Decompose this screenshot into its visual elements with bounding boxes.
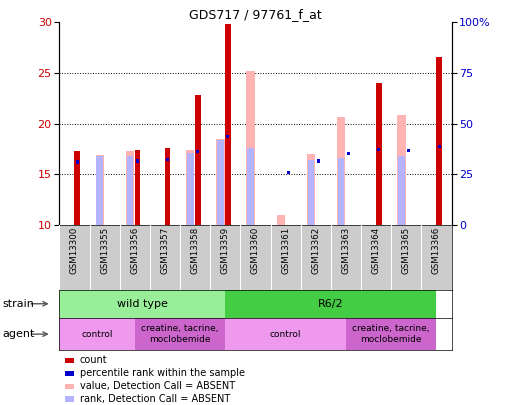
Bar [376,83,381,225]
Text: GSM13363: GSM13363 [342,227,350,274]
Text: agent: agent [3,329,35,339]
Bar [398,156,405,225]
Bar [397,115,406,225]
Bar [437,57,442,225]
Bar [408,149,410,152]
Bar [166,158,169,162]
Bar [216,139,224,225]
Bar [76,160,78,164]
Text: wild type: wild type [117,299,168,309]
Bar [96,156,103,225]
Text: GSM13359: GSM13359 [221,227,230,274]
Text: strain: strain [3,299,35,309]
Bar [307,154,315,225]
Text: GSM13356: GSM13356 [130,227,139,274]
Text: GSM13357: GSM13357 [160,227,169,274]
Bar [196,150,199,153]
Title: GDS717 / 97761_f_at: GDS717 / 97761_f_at [189,8,322,21]
Bar [225,290,437,318]
Bar [246,71,255,225]
Bar [346,318,437,350]
Text: count: count [80,356,108,365]
Bar [217,140,224,225]
Bar [136,160,139,162]
Text: GSM13365: GSM13365 [402,227,411,274]
Text: GSM13360: GSM13360 [251,227,260,274]
Bar [95,155,104,225]
Bar [337,117,345,225]
Bar [225,24,231,225]
Bar [186,150,195,225]
Bar [317,160,320,162]
Bar [195,95,201,225]
Text: rank, Detection Call = ABSENT: rank, Detection Call = ABSENT [80,394,230,404]
Bar [135,150,140,225]
Bar [308,160,314,225]
Bar [227,135,230,138]
Bar [59,318,135,350]
Bar [338,158,344,225]
Bar [225,318,346,350]
Text: control: control [82,330,113,339]
Text: GSM13358: GSM13358 [190,227,200,274]
Text: creatine, tacrine,
moclobemide: creatine, tacrine, moclobemide [352,324,430,344]
Text: creatine, tacrine,
moclobemide: creatine, tacrine, moclobemide [141,324,219,344]
Bar [126,151,134,225]
Bar [438,145,441,148]
Text: GSM13355: GSM13355 [100,227,109,274]
Text: R6/2: R6/2 [318,299,344,309]
Text: control: control [270,330,301,339]
Text: GSM13300: GSM13300 [70,227,79,274]
Bar [59,290,225,318]
Bar [287,171,290,174]
Text: GSM13366: GSM13366 [432,227,441,274]
Text: percentile rank within the sample: percentile rank within the sample [80,369,245,378]
Text: GSM13362: GSM13362 [311,227,320,274]
Text: GSM13361: GSM13361 [281,227,290,274]
Bar [135,318,225,350]
Bar [247,148,254,225]
Bar [347,152,350,156]
Text: value, Detection Call = ABSENT: value, Detection Call = ABSENT [80,382,235,391]
Bar [126,156,133,225]
Text: GSM13364: GSM13364 [372,227,381,274]
Bar [74,151,80,225]
Bar [187,153,194,225]
Bar [277,215,285,225]
Bar [377,148,380,151]
Bar [165,148,170,225]
